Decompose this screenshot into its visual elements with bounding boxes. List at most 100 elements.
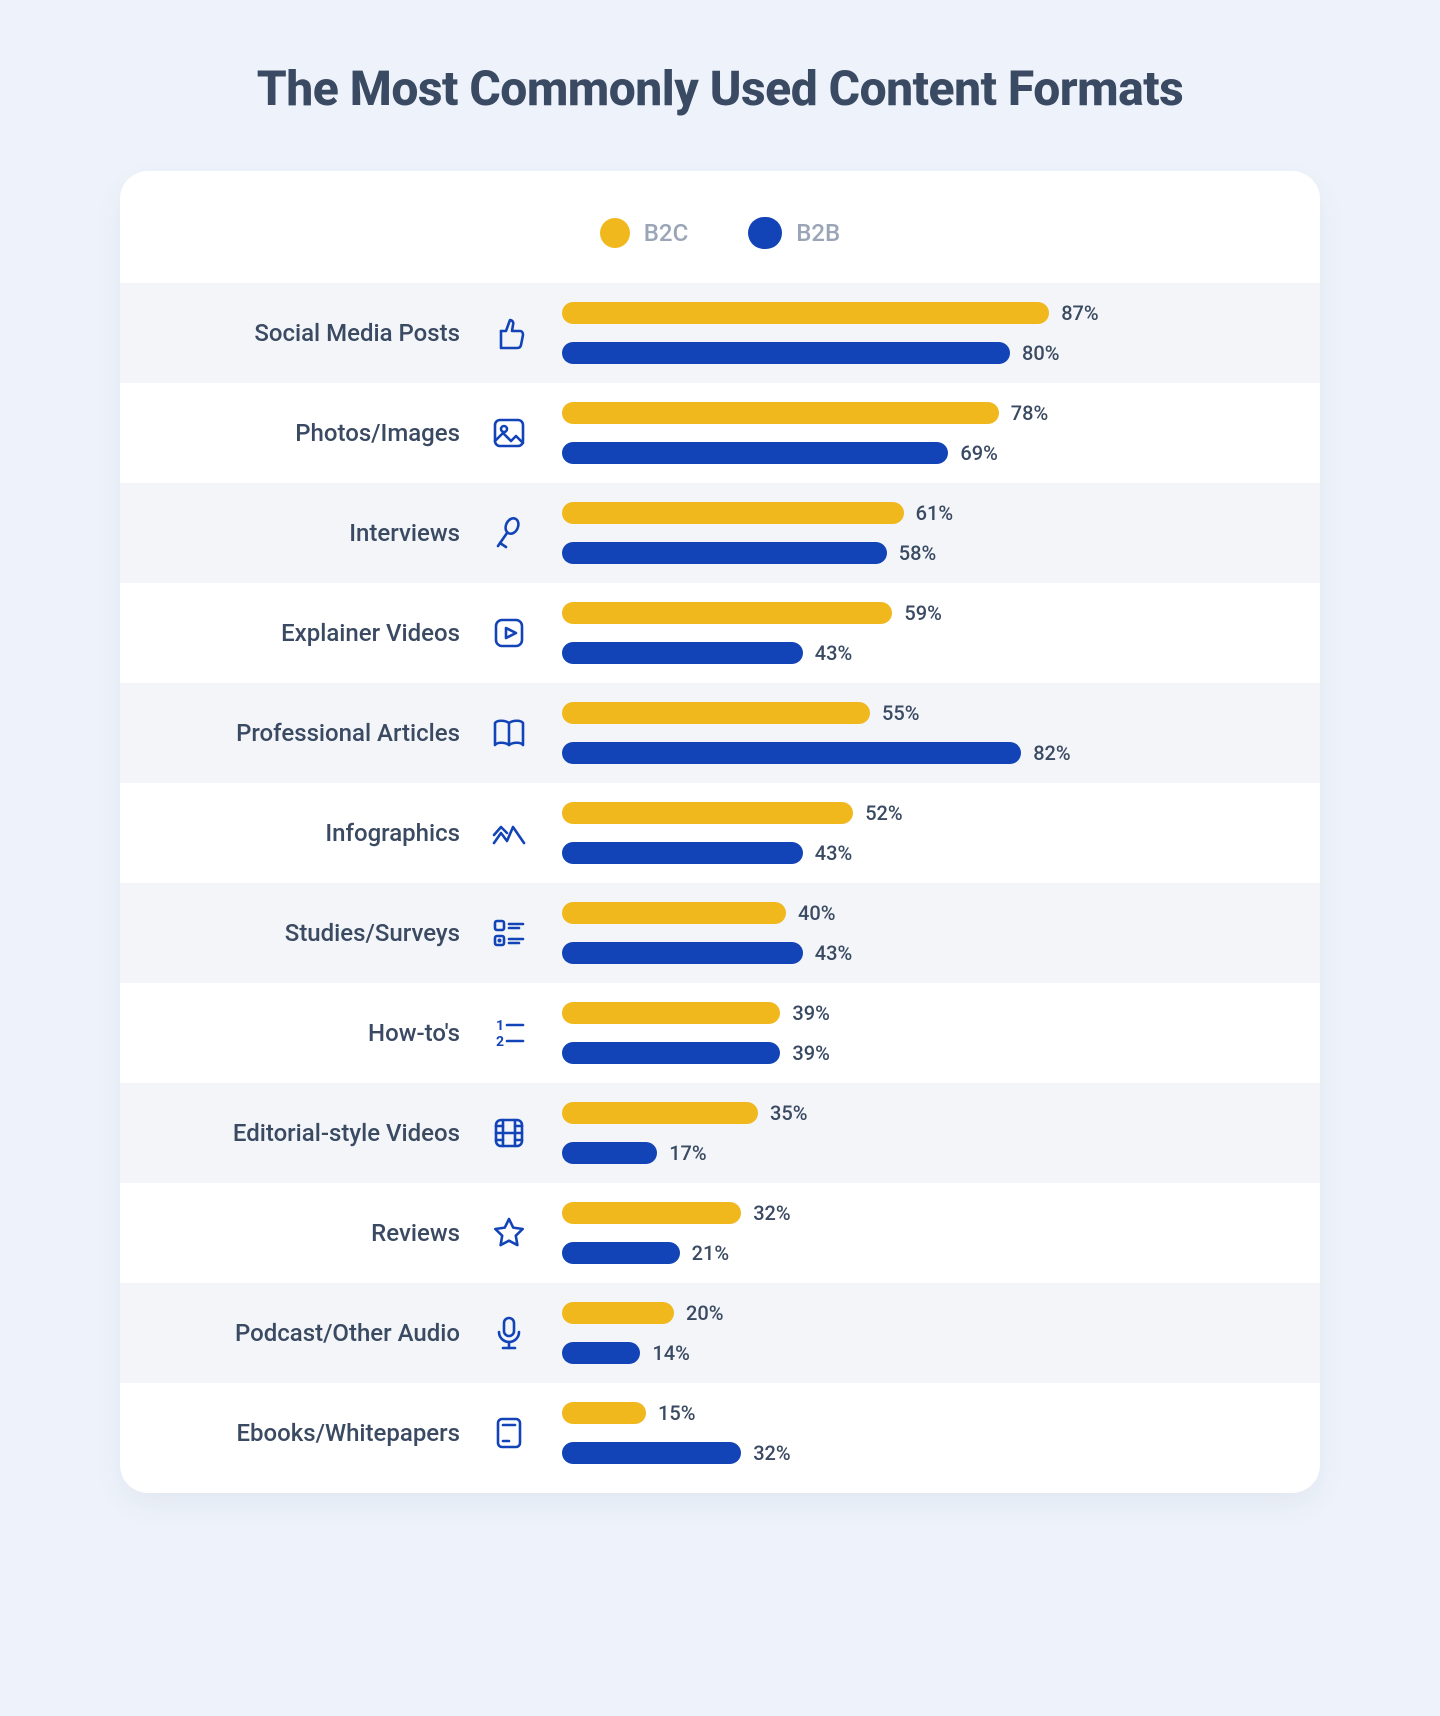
value-b2c: 87% xyxy=(1061,301,1098,325)
bar-b2c xyxy=(562,702,870,724)
play-square-icon xyxy=(480,613,538,653)
row-label: Studies/Surveys xyxy=(120,919,480,947)
chart-row: Editorial-style Videos35%17% xyxy=(120,1083,1320,1183)
chart-row: Social Media Posts 87%80% xyxy=(120,283,1320,383)
bar-line-b2b: 32% xyxy=(562,1438,1292,1468)
bar-line-b2c: 32% xyxy=(562,1198,1292,1228)
bar-b2c xyxy=(562,602,892,624)
bar-line-b2c: 87% xyxy=(562,298,1292,328)
bar-b2b xyxy=(562,342,1010,364)
bar-line-b2b: 14% xyxy=(562,1338,1292,1368)
chart-row: Interviews 61% 58% xyxy=(120,483,1320,583)
row-label: Ebooks/Whitepapers xyxy=(120,1419,480,1447)
legend-dot-b2b xyxy=(748,217,782,249)
bar-line-b2b: 43% xyxy=(562,838,1292,868)
microphone-icon xyxy=(480,1313,538,1353)
value-b2b: 80% xyxy=(1022,341,1059,365)
bar-line-b2c: 39% xyxy=(562,998,1292,1028)
bars: 20% 14% xyxy=(538,1298,1292,1368)
ebook-icon xyxy=(480,1413,538,1453)
row-label: Editorial-style Videos xyxy=(120,1119,480,1147)
bar-b2b xyxy=(562,1342,640,1364)
row-label: Interviews xyxy=(120,519,480,547)
bars: 39% 39% xyxy=(538,998,1292,1068)
bar-b2b xyxy=(562,1242,680,1264)
bar-b2b xyxy=(562,442,948,464)
row-label: Photos/Images xyxy=(120,419,480,447)
chart-row: Infographics 52% 43% xyxy=(120,783,1320,883)
value-b2c: 52% xyxy=(865,801,902,825)
bar-line-b2c: 20% xyxy=(562,1298,1292,1328)
svg-text:1: 1 xyxy=(496,1018,504,1034)
bars: 59%43% xyxy=(538,598,1292,668)
svg-text:2: 2 xyxy=(496,1034,504,1050)
value-b2b: 58% xyxy=(899,541,936,565)
bars: 40% 43% xyxy=(538,898,1292,968)
value-b2c: 39% xyxy=(792,1001,829,1025)
value-b2c: 15% xyxy=(658,1401,695,1425)
bar-b2c xyxy=(562,1002,780,1024)
bars: 78% 69% xyxy=(538,398,1292,468)
bar-b2b xyxy=(562,1142,657,1164)
bar-line-b2c: 15% xyxy=(562,1398,1292,1428)
bar-line-b2c: 78% xyxy=(562,398,1292,428)
chart-row: Explainer Videos 59%43% xyxy=(120,583,1320,683)
bar-b2c xyxy=(562,1102,758,1124)
mic-icon xyxy=(480,513,538,553)
chart-row: Photos/Images 78% 69% xyxy=(120,383,1320,483)
legend: B2C B2B xyxy=(120,195,1320,283)
bar-line-b2b: 80% xyxy=(562,338,1292,368)
legend-item-b2c: B2C xyxy=(600,218,688,248)
value-b2b: 32% xyxy=(753,1441,790,1465)
image-icon xyxy=(480,413,538,453)
bar-line-b2b: 39% xyxy=(562,1038,1292,1068)
value-b2b: 82% xyxy=(1033,741,1070,765)
bar-b2b xyxy=(562,942,803,964)
list-check-icon xyxy=(480,913,538,953)
bar-b2c xyxy=(562,1402,646,1424)
value-b2c: 61% xyxy=(916,501,953,525)
numbered-list-icon: 12 xyxy=(480,1013,538,1053)
bar-b2b xyxy=(562,742,1021,764)
book-open-icon xyxy=(480,713,538,753)
row-label: Professional Articles xyxy=(120,719,480,747)
bar-b2b xyxy=(562,542,887,564)
row-label: Social Media Posts xyxy=(120,319,480,347)
bars: 61% 58% xyxy=(538,498,1292,568)
row-label: Podcast/Other Audio xyxy=(120,1319,480,1347)
bar-b2b xyxy=(562,642,803,664)
bar-line-b2c: 52% xyxy=(562,798,1292,828)
bar-line-b2c: 55% xyxy=(562,698,1292,728)
bar-line-b2c: 35% xyxy=(562,1098,1292,1128)
chart-row: How-to's1239%39% xyxy=(120,983,1320,1083)
bars: 87%80% xyxy=(538,298,1292,368)
value-b2b: 39% xyxy=(792,1041,829,1065)
bars: 32%21% xyxy=(538,1198,1292,1268)
value-b2b: 69% xyxy=(960,441,997,465)
chart-card: B2C B2B Social Media Posts 87%80% Photos/I… xyxy=(120,171,1320,1493)
value-b2c: 20% xyxy=(686,1301,723,1325)
row-label: Infographics xyxy=(120,819,480,847)
value-b2b: 43% xyxy=(815,941,852,965)
row-label: Reviews xyxy=(120,1219,480,1247)
chart-row: Ebooks/Whitepapers 15% 32% xyxy=(120,1383,1320,1483)
legend-label-b2c: B2C xyxy=(644,219,688,247)
bar-b2c xyxy=(562,1202,741,1224)
bar-line-b2c: 61% xyxy=(562,498,1292,528)
bar-line-b2b: 82% xyxy=(562,738,1292,768)
bars: 55% 82% xyxy=(538,698,1292,768)
chart-row: Studies/Surveys 40% 43% xyxy=(120,883,1320,983)
legend-dot-b2c xyxy=(600,218,630,248)
value-b2c: 78% xyxy=(1011,401,1048,425)
bars: 15% 32% xyxy=(538,1398,1292,1468)
bar-line-b2c: 40% xyxy=(562,898,1292,928)
chart-row: Reviews32%21% xyxy=(120,1183,1320,1283)
bar-line-b2c: 59% xyxy=(562,598,1292,628)
value-b2c: 59% xyxy=(904,601,941,625)
bar-b2c xyxy=(562,902,786,924)
value-b2c: 35% xyxy=(770,1101,807,1125)
legend-label-b2b: B2B xyxy=(796,219,840,247)
bar-b2b xyxy=(562,1042,780,1064)
row-label: Explainer Videos xyxy=(120,619,480,647)
bar-line-b2b: 21% xyxy=(562,1238,1292,1268)
